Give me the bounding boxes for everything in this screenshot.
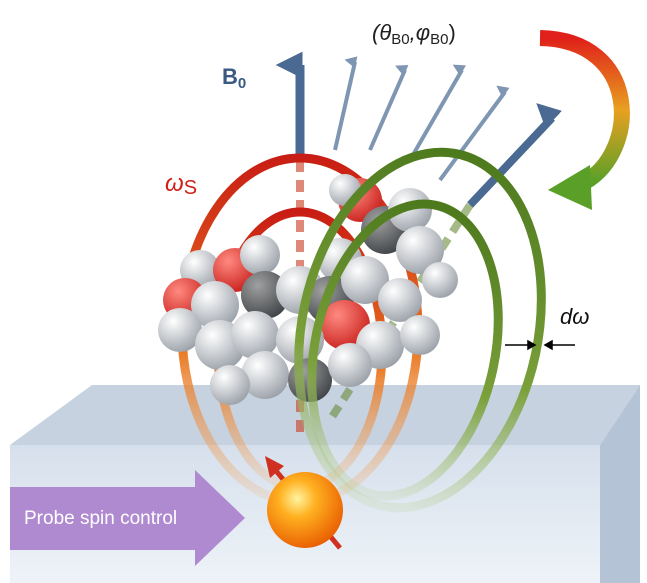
omega-sub: S xyxy=(184,177,197,199)
illustration: Probe spin control B0 (θB0,φB0) ωS dω xyxy=(0,0,647,583)
phi-sub: B0 xyxy=(430,31,448,48)
omega-main: ω xyxy=(165,170,184,197)
theta: (θ xyxy=(372,20,391,45)
rotation-arrowhead xyxy=(548,165,592,210)
linewidth-label: dω xyxy=(560,304,589,329)
field-label: B0 xyxy=(222,64,246,92)
theta-sub: B0 xyxy=(391,31,409,48)
field-main: B xyxy=(222,64,238,89)
angles-label: (θB0,φB0) xyxy=(372,20,456,48)
rotation-arrow xyxy=(540,38,622,182)
field-sub: 0 xyxy=(238,75,246,92)
paren: ) xyxy=(448,20,455,45)
phi: ,φ xyxy=(410,20,430,45)
probe-spin xyxy=(267,472,343,548)
control-label: Probe spin control xyxy=(24,508,177,529)
omega-label: ωS xyxy=(165,170,197,199)
